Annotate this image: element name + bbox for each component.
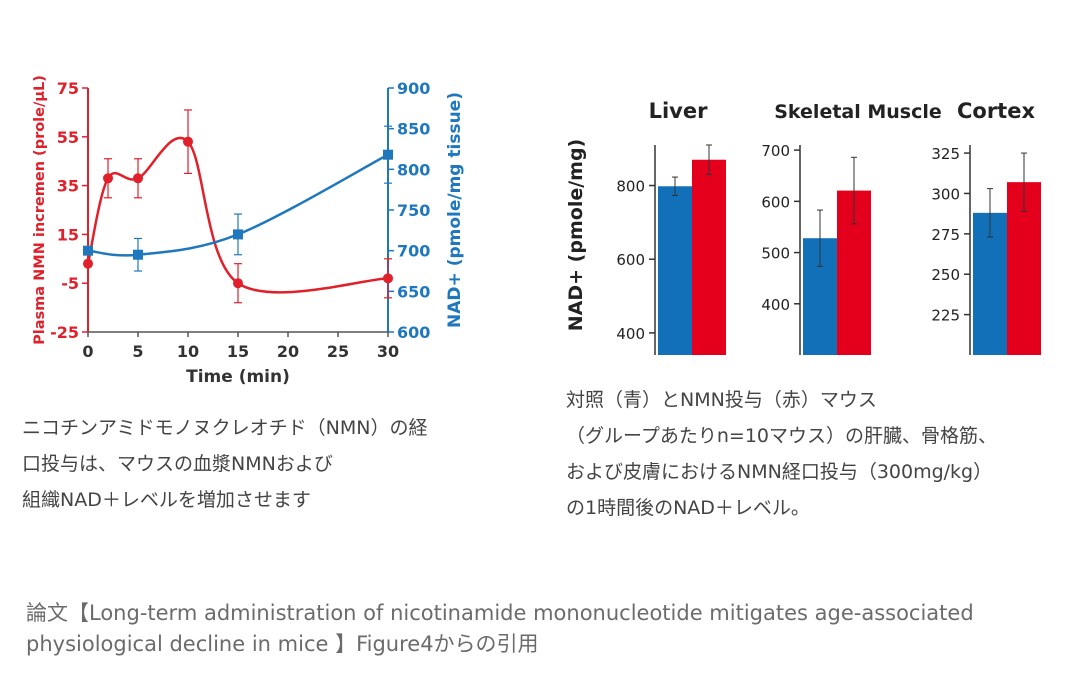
right-y-tick-label: 650 [397, 282, 430, 301]
x-tick-label: 5 [132, 342, 143, 361]
bar-nmn [692, 159, 726, 355]
right-y-tick-label: 850 [397, 120, 430, 139]
panel-tick-label: 275 [931, 226, 960, 244]
right-y-tick-label: 800 [397, 160, 430, 179]
bar-y-axis-label: NAD+ (pmole/mg) [565, 139, 587, 331]
left-y-tick-label: 35 [57, 177, 79, 196]
citation-line: 論文【Long-term administration of nicotinam… [26, 601, 974, 625]
data-point-right [133, 249, 143, 260]
right-y-tick-label: 900 [397, 79, 430, 98]
right-caption: 対照（青）とNMN投与（赤）マウス （グループあたりn=10マウス）の肝臓、骨格… [566, 382, 1066, 526]
data-point-right [83, 245, 93, 256]
left-y-tick-label: -5 [61, 274, 79, 293]
panel-title: Liver [649, 99, 709, 123]
left-y-tick-label: -25 [50, 323, 79, 342]
right-caption-line: （グループあたりn=10マウス）の肝臓、骨格筋、 [566, 425, 997, 447]
left-y-tick-label: 75 [57, 79, 79, 98]
panel-tick-label: 400 [761, 296, 790, 314]
data-point-right [383, 149, 393, 160]
left-caption-line: ニコチンアミドモノヌクレオチド（NMN）の経 [22, 417, 428, 439]
bar-panel: Skeletal Muscle 700 600 500 400 [761, 101, 942, 355]
panel-title: Skeletal Muscle [774, 101, 942, 123]
bar-control [658, 186, 692, 355]
citation: 論文【Long-term administration of nicotinam… [26, 598, 1056, 660]
series-line-right [87, 153, 389, 257]
panel-tick-label: 600 [761, 193, 790, 211]
x-tick-label: 20 [277, 342, 299, 361]
data-point-left [233, 278, 243, 289]
bar-panel: Cortex 325 300 275 250 225 [931, 99, 1041, 355]
panel-tick-label: 250 [931, 266, 960, 284]
left-y-tick-label: 15 [57, 225, 79, 244]
panel-tick-label: 325 [931, 145, 960, 163]
left-caption-line: 口投与は、マウスの血漿NMNおよび [22, 453, 333, 475]
data-point-left [83, 258, 93, 269]
panel-tick-label: 300 [931, 185, 960, 203]
data-point-left [103, 173, 113, 184]
time-course-chart: 75 55 35 15 -5 -25 900 850 800 750 700 650 600 0 5 10… [32, 75, 465, 387]
right-y-tick-label: 700 [397, 242, 430, 261]
data-point-left [383, 273, 393, 284]
right-caption-line: 対照（青）とNMN投与（赤）マウス [566, 389, 877, 411]
x-axis-label: Time (min) [186, 367, 290, 387]
panel-tick-label: 700 [761, 142, 790, 160]
bar-panel: Liver 800 600 400 [616, 99, 726, 355]
panel-title: Cortex [957, 99, 1035, 123]
right-y-tick-label: 600 [397, 323, 430, 342]
panel-tick-label: 500 [761, 245, 790, 263]
right-y-axis-label: NAD+ (pmole/mg tissue) [445, 92, 465, 328]
x-tick-label: 10 [177, 342, 199, 361]
x-tick-label: 15 [227, 342, 249, 361]
left-y-axis-label: Plasma NMN incremen (prole/μL) [32, 75, 48, 345]
data-point-left [133, 173, 143, 184]
x-tick-label: 30 [377, 342, 399, 361]
left-caption-line: 組織NAD＋レベルを増加させます [22, 489, 311, 511]
panel-tick-label: 225 [931, 307, 960, 325]
right-y-tick-label: 750 [397, 201, 430, 220]
data-point-right [233, 229, 243, 240]
right-caption-line: および皮膚におけるNMN経口投与（300mg/kg） [566, 461, 993, 483]
panel-tick-label: 600 [616, 251, 645, 269]
x-tick-label: 25 [327, 342, 349, 361]
panel-tick-label: 800 [616, 178, 645, 196]
left-caption: ニコチンアミドモノヌクレオチド（NMN）の経 口投与は、マウスの血漿NMNおよび… [22, 410, 542, 518]
data-point-left [183, 136, 193, 147]
x-tick-label: 0 [82, 342, 93, 361]
right-caption-line: の1時間後のNAD＋レベル。 [566, 497, 810, 519]
panel-tick-label: 400 [616, 325, 645, 343]
citation-line: physiological decline in mice 】Figure4から… [26, 632, 539, 656]
left-y-tick-label: 55 [57, 128, 79, 147]
